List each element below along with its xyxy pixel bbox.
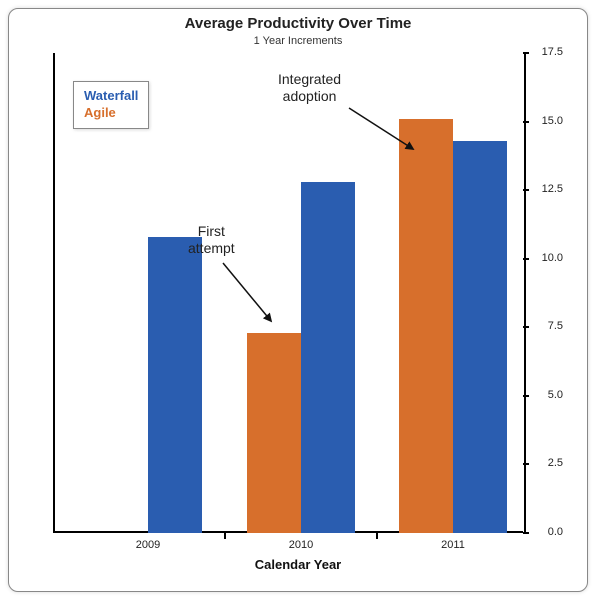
y-tick-label: 17.5 bbox=[533, 46, 563, 58]
chart-subtitle: 1 Year Increments bbox=[9, 35, 587, 47]
bar-agile-2010 bbox=[247, 333, 301, 533]
legend-item: Agile bbox=[84, 105, 138, 122]
x-tick bbox=[376, 533, 378, 539]
y-tick-label: 7.5 bbox=[533, 320, 563, 332]
x-tick-label: 2009 bbox=[136, 539, 160, 551]
y-tick bbox=[523, 258, 529, 260]
chart-title: Average Productivity Over Time bbox=[9, 15, 587, 32]
annotation-text: First attempt bbox=[188, 223, 235, 257]
annotation-text: Integrated adoption bbox=[278, 71, 341, 105]
x-tick bbox=[224, 533, 226, 539]
chart-frame: Average Productivity Over Time 1 Year In… bbox=[8, 8, 588, 592]
bar-agile-2011 bbox=[399, 119, 453, 533]
y-tick bbox=[523, 189, 529, 191]
bar-waterfall-2011 bbox=[453, 141, 507, 533]
y-tick-label: 2.5 bbox=[533, 457, 563, 469]
y-tick bbox=[523, 532, 529, 534]
bar-waterfall-2010 bbox=[301, 182, 355, 533]
legend: WaterfallAgile bbox=[73, 81, 149, 129]
y-axis-right bbox=[524, 53, 526, 533]
bar-waterfall-2009 bbox=[148, 237, 202, 533]
x-axis-label: Calendar Year bbox=[9, 557, 587, 572]
y-tick bbox=[523, 463, 529, 465]
legend-item: Waterfall bbox=[84, 88, 138, 105]
y-tick-label: 0.0 bbox=[533, 526, 563, 538]
y-tick-label: 5.0 bbox=[533, 389, 563, 401]
y-tick bbox=[523, 52, 529, 54]
x-tick-label: 2011 bbox=[441, 539, 465, 551]
x-tick-label: 2010 bbox=[289, 539, 313, 551]
y-tick-label: 15.0 bbox=[533, 115, 563, 127]
y-tick bbox=[523, 395, 529, 397]
y-tick-label: 10.0 bbox=[533, 252, 563, 264]
y-tick-label: 12.5 bbox=[533, 183, 563, 195]
y-tick bbox=[523, 326, 529, 328]
y-tick bbox=[523, 121, 529, 123]
